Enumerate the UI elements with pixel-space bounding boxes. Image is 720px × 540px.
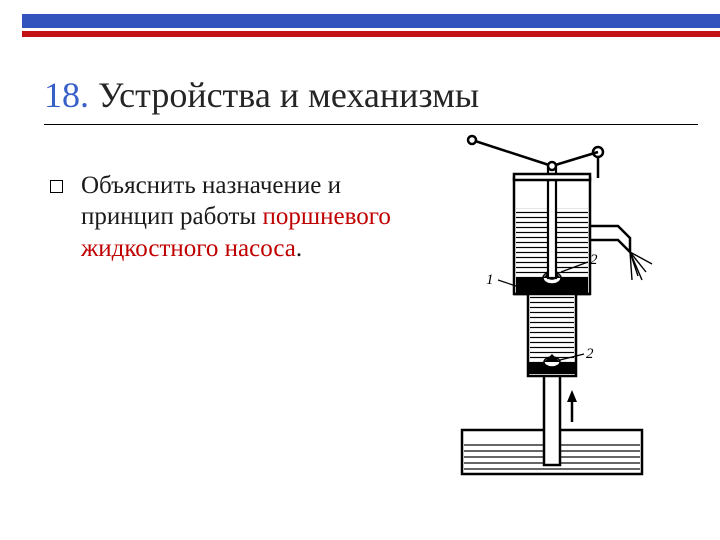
label-valve-upper: 2 [590,252,598,268]
title-separator: . [80,75,98,115]
slide-title: 18. Устройства и механизмы [44,74,676,116]
header-bar-red [22,31,720,37]
label-piston: 1 [486,272,494,288]
pump-svg: 2 1 2 [432,130,672,490]
body-punct: . [296,235,302,262]
title-text: Устройства и механизмы [98,75,479,115]
header-bar-blue [22,14,720,28]
bullet-item: Объяснить назначение и принцип работы по… [50,170,410,264]
title-number: 18 [44,75,80,115]
bullet-square-icon [50,180,63,193]
title-underline [44,124,698,125]
pump-diagram: 2 1 2 [432,130,672,490]
bullet-text: Объяснить назначение и принцип работы по… [81,170,410,264]
header-bars [22,14,720,40]
label-valve-lower: 2 [586,346,594,362]
body-content: Объяснить назначение и принцип работы по… [50,170,410,264]
